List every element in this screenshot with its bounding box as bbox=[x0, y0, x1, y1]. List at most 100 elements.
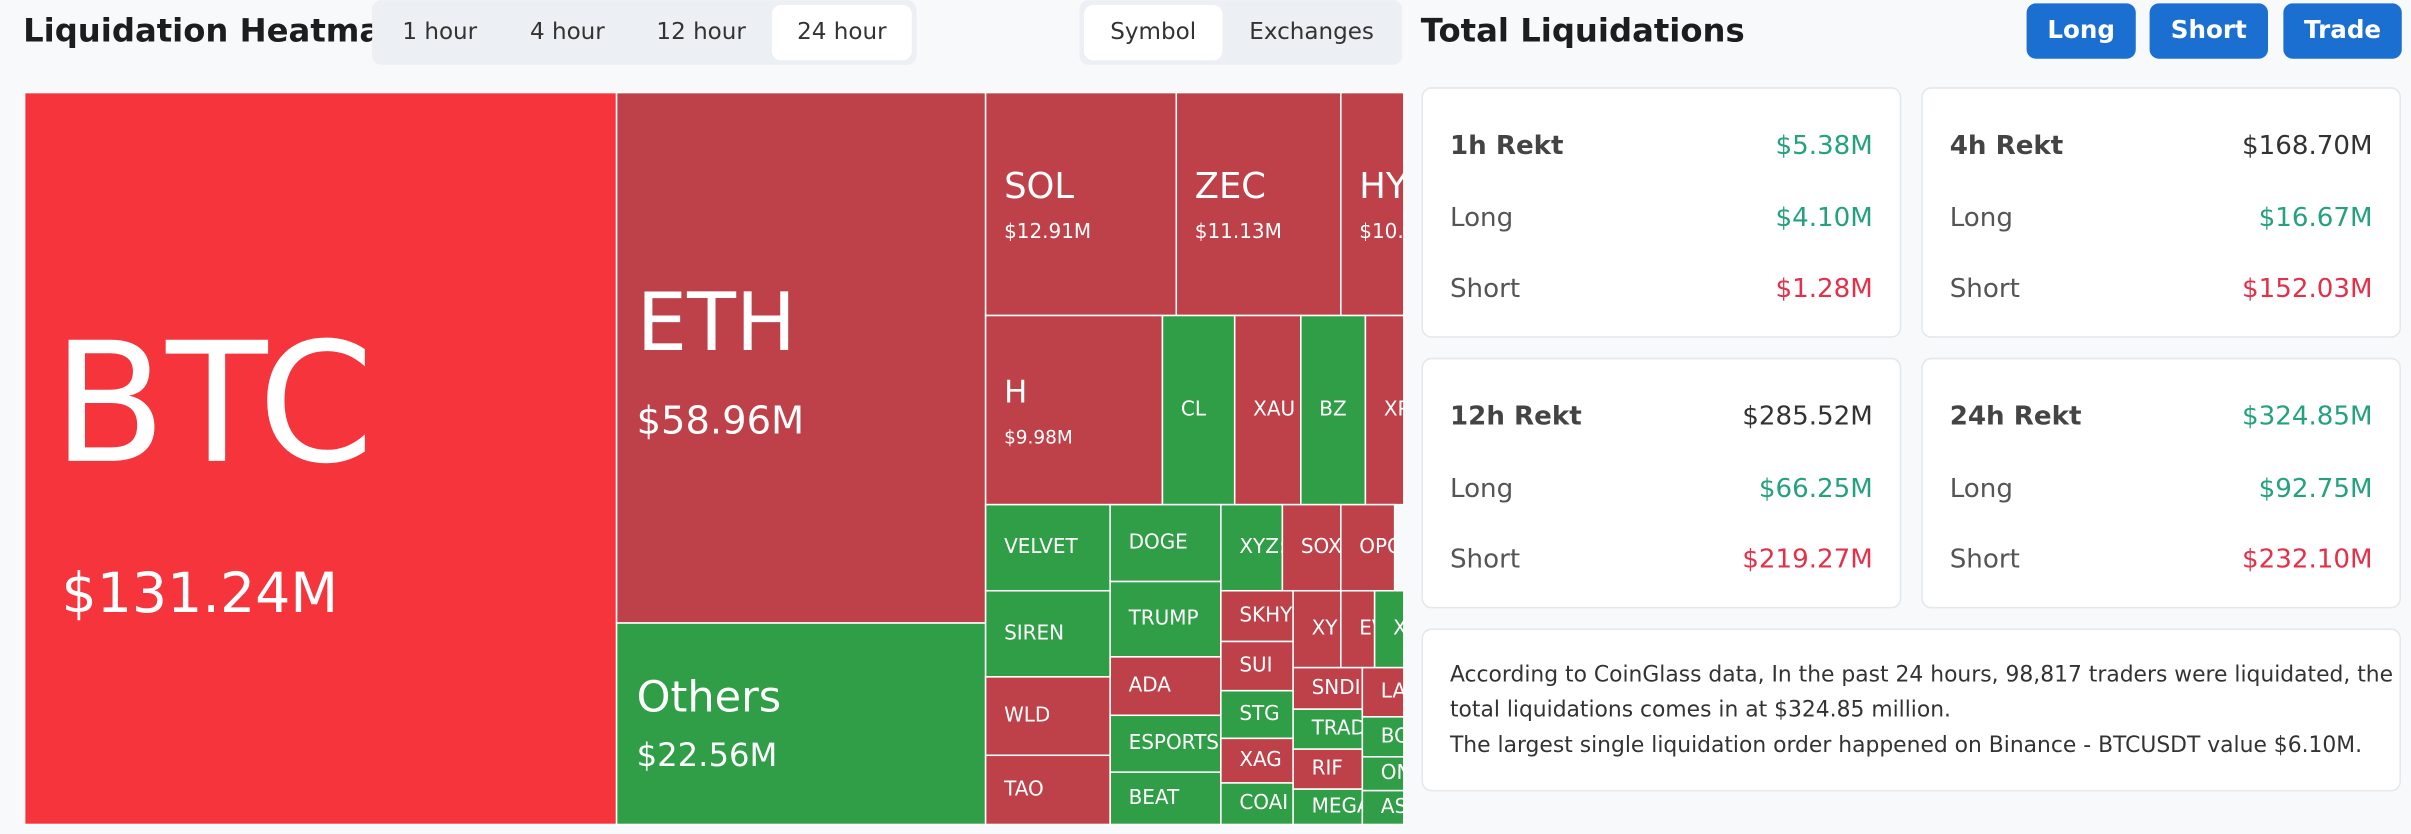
card-title: 1h Rekt bbox=[1450, 131, 1564, 161]
stat-card bbox=[1421, 87, 1902, 338]
time-tab[interactable]: 12 hour bbox=[656, 19, 746, 45]
cell-labels: RIF bbox=[1312, 756, 1343, 780]
treemap-cell[interactable] bbox=[984, 589, 1111, 678]
cell-label: AS bbox=[1381, 794, 1407, 818]
treemap-cell[interactable] bbox=[1361, 666, 1405, 718]
cell-label: XYZ: bbox=[1239, 534, 1285, 558]
cell-labels: X bbox=[1393, 616, 1407, 640]
action-button-label[interactable]: Long bbox=[2047, 15, 2115, 44]
action-button-label[interactable]: Short bbox=[2171, 15, 2247, 44]
stat-card bbox=[1921, 357, 2402, 609]
cell-label: XAU bbox=[1253, 397, 1295, 421]
cell-labels: XP bbox=[1384, 397, 1404, 421]
cell-label: DOGE bbox=[1129, 530, 1188, 554]
cell-label: Others bbox=[637, 672, 782, 722]
summary-box bbox=[1421, 628, 2402, 792]
long-label: Long bbox=[1950, 474, 2013, 504]
cell-labels: SOL $12.91M bbox=[1004, 166, 1091, 243]
cell-labels: TAO bbox=[1003, 776, 1044, 800]
treemap-cell[interactable] bbox=[1292, 748, 1364, 790]
treemap-cell[interactable] bbox=[984, 754, 1111, 826]
treemap-cell[interactable] bbox=[1175, 91, 1342, 317]
cell-label: SNDI bbox=[1312, 675, 1361, 699]
card-title: 12h Rekt bbox=[1450, 402, 1582, 432]
treemap-cell[interactable] bbox=[1361, 789, 1405, 826]
page-title: Liquidation Heatmap bbox=[23, 12, 404, 50]
treemap-cell[interactable] bbox=[615, 622, 987, 826]
cell-label: SUI bbox=[1239, 653, 1272, 677]
cell-labels: ZEC $11.13M bbox=[1195, 166, 1282, 243]
treemap-cell[interactable] bbox=[1340, 589, 1376, 669]
treemap-cell[interactable] bbox=[1340, 503, 1396, 592]
cell-labels: SKHY bbox=[1239, 603, 1293, 627]
treemap-cell[interactable] bbox=[984, 314, 1164, 506]
treemap-cell[interactable] bbox=[1361, 756, 1405, 792]
cell-label: X bbox=[1393, 616, 1407, 640]
cell-label: CL bbox=[1181, 397, 1207, 421]
cell-label: BO bbox=[1381, 723, 1410, 747]
treemap-cell[interactable] bbox=[984, 503, 1111, 592]
cell-label: STG bbox=[1239, 701, 1279, 725]
card-total: $324.85M bbox=[2242, 402, 2373, 432]
cell-labels: TRAD bbox=[1311, 716, 1366, 740]
tab-active-bg bbox=[1084, 4, 1223, 61]
treemap-cell[interactable] bbox=[1364, 314, 1405, 506]
treemap-cell[interactable] bbox=[1373, 589, 1405, 669]
cell-label: LA bbox=[1381, 679, 1407, 703]
cell-label: RIF bbox=[1312, 756, 1343, 780]
cell-value: $10.0 bbox=[1359, 219, 1416, 243]
action-button-label[interactable]: Trade bbox=[2304, 15, 2381, 44]
summary-line: The largest single liquidation order hap… bbox=[1449, 733, 2362, 758]
cell-label: TRUMP bbox=[1128, 606, 1199, 630]
treemap-cell[interactable] bbox=[1361, 716, 1405, 758]
cell-labels: SOX bbox=[1301, 534, 1342, 558]
stat-card bbox=[1421, 357, 1902, 609]
cell-label: ETH bbox=[637, 276, 796, 369]
cell-labels: Others $22.56M bbox=[637, 672, 782, 773]
view-tab[interactable]: Exchanges bbox=[1249, 19, 1374, 45]
action-button[interactable] bbox=[2026, 3, 2136, 59]
short-value: $219.27M bbox=[1742, 544, 1873, 574]
treemap-cell[interactable] bbox=[1300, 314, 1367, 506]
cell-labels: STG bbox=[1239, 701, 1279, 725]
time-tab[interactable]: 4 hour bbox=[530, 19, 605, 45]
treemap-cell[interactable] bbox=[984, 91, 1178, 317]
treemap-cell[interactable] bbox=[23, 91, 618, 826]
cell-label: BZ bbox=[1319, 397, 1346, 421]
time-tab[interactable]: 1 hour bbox=[402, 19, 477, 45]
cell-labels: MEGA bbox=[1312, 793, 1363, 817]
cell-labels: CL bbox=[1181, 397, 1207, 421]
cell-labels: SIREN bbox=[1004, 620, 1064, 644]
cell-value: $11.13M bbox=[1195, 219, 1282, 243]
action-button[interactable] bbox=[2283, 3, 2402, 59]
treemap-cell[interactable] bbox=[1340, 91, 1405, 317]
long-label: Long bbox=[1450, 474, 1513, 504]
treemap-cell[interactable] bbox=[984, 676, 1111, 757]
stat-card bbox=[1921, 87, 2402, 338]
view-tab[interactable]: Symbol bbox=[1110, 19, 1196, 45]
cell-labels: ON bbox=[1381, 760, 1404, 784]
cell-labels: ETH $58.96M bbox=[637, 276, 805, 444]
treemap-cell[interactable] bbox=[1220, 503, 1284, 592]
treemap-cell[interactable] bbox=[1220, 689, 1294, 740]
time-tab[interactable]: 24 hour bbox=[797, 19, 887, 45]
treemap-cell[interactable] bbox=[1292, 788, 1364, 826]
cell-value: $131.24M bbox=[62, 562, 339, 626]
cell-labels: XAG bbox=[1239, 747, 1281, 771]
cell-labels: XAU bbox=[1253, 397, 1295, 421]
cell-label: SIREN bbox=[1004, 620, 1064, 644]
short-value: $152.03M bbox=[2242, 274, 2373, 304]
panel-title: Total Liquidations bbox=[1421, 12, 1745, 50]
short-value: $1.28M bbox=[1775, 274, 1872, 304]
action-button[interactable] bbox=[2149, 3, 2269, 59]
treemap-cell[interactable] bbox=[1109, 503, 1222, 583]
cell-label: XAG bbox=[1239, 747, 1281, 771]
cell-label: TAO bbox=[1003, 776, 1044, 800]
treemap-cell[interactable] bbox=[615, 91, 987, 624]
cell-label: TRAD bbox=[1311, 716, 1366, 740]
cell-labels: XY bbox=[1312, 616, 1339, 640]
cell-labels: WLD bbox=[1004, 703, 1050, 727]
cell-label: SOX bbox=[1301, 534, 1342, 558]
cell-label: BEAT bbox=[1129, 785, 1180, 809]
